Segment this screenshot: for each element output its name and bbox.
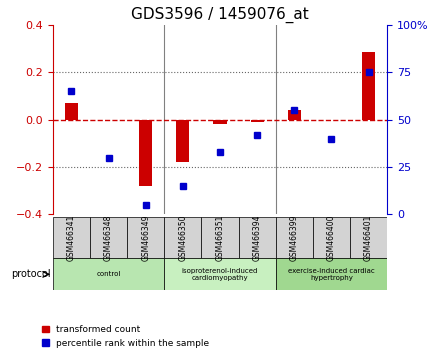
Bar — [65, 103, 78, 120]
FancyBboxPatch shape — [238, 217, 276, 258]
Text: GSM466399: GSM466399 — [290, 214, 299, 261]
Text: control: control — [96, 272, 121, 277]
FancyBboxPatch shape — [350, 217, 387, 258]
FancyBboxPatch shape — [276, 217, 313, 258]
Text: GSM466349: GSM466349 — [141, 214, 150, 261]
Text: GSM466341: GSM466341 — [67, 215, 76, 261]
Text: GSM466348: GSM466348 — [104, 215, 113, 261]
Text: GSM466400: GSM466400 — [327, 214, 336, 261]
Text: GSM466350: GSM466350 — [178, 214, 187, 261]
Text: GSM466351: GSM466351 — [216, 215, 224, 261]
Legend: transformed count, percentile rank within the sample: transformed count, percentile rank withi… — [40, 323, 211, 349]
Bar — [139, 120, 152, 186]
FancyBboxPatch shape — [127, 217, 164, 258]
Bar — [251, 120, 264, 122]
Bar — [288, 110, 301, 120]
Bar — [213, 120, 227, 124]
Text: GSM466394: GSM466394 — [253, 214, 262, 261]
Text: GSM466401: GSM466401 — [364, 215, 373, 261]
FancyBboxPatch shape — [90, 217, 127, 258]
FancyBboxPatch shape — [164, 217, 202, 258]
FancyBboxPatch shape — [276, 258, 387, 290]
FancyBboxPatch shape — [53, 217, 90, 258]
Text: exercise-induced cardiac
hypertrophy: exercise-induced cardiac hypertrophy — [288, 268, 375, 281]
Title: GDS3596 / 1459076_at: GDS3596 / 1459076_at — [131, 7, 309, 23]
Bar — [176, 120, 189, 162]
FancyBboxPatch shape — [53, 258, 164, 290]
Bar — [362, 52, 375, 120]
FancyBboxPatch shape — [202, 217, 238, 258]
Text: protocol: protocol — [11, 269, 51, 279]
FancyBboxPatch shape — [164, 258, 276, 290]
Text: isoproterenol-induced
cardiomyopathy: isoproterenol-induced cardiomyopathy — [182, 268, 258, 281]
FancyBboxPatch shape — [313, 217, 350, 258]
